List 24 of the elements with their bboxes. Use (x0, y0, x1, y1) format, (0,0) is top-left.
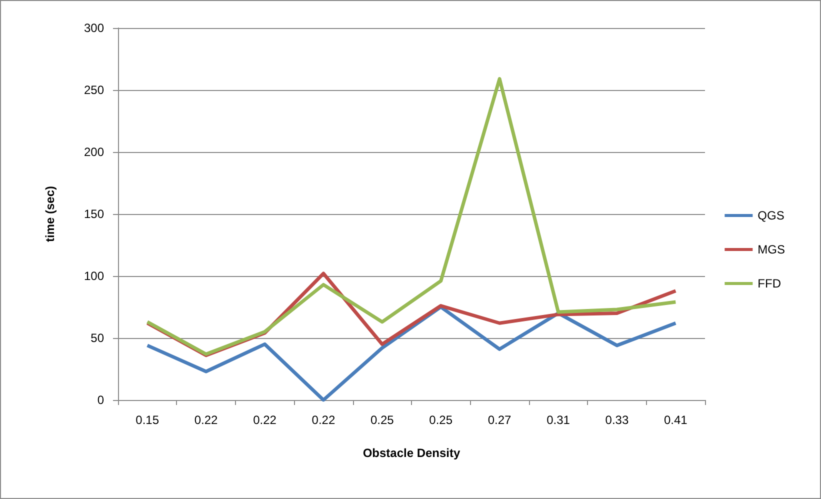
legend-label: FFD (758, 276, 782, 290)
x-tick-label: 0.15 (136, 413, 160, 427)
x-tick-label: 0.22 (312, 413, 336, 427)
x-tick-label: 0.27 (488, 413, 512, 427)
y-tick-label: 300 (84, 21, 104, 35)
x-tick-label: 0.25 (370, 413, 394, 427)
line-series (146, 77, 678, 356)
legend-label: QGS (758, 208, 784, 222)
x-tick-label: 0.22 (253, 413, 277, 427)
y-tick-label: 200 (84, 145, 104, 159)
line-series (146, 305, 678, 402)
x-tick-label: 0.25 (429, 413, 453, 427)
y-tick-label: 100 (84, 269, 104, 283)
y-axis-title: time (sec) (43, 186, 57, 242)
x-tick-label: 0.41 (664, 413, 688, 427)
x-tick-label: 0.33 (605, 413, 629, 427)
y-tick-label: 150 (84, 207, 104, 221)
x-tick-label: 0.22 (194, 413, 218, 427)
y-tick-label: 250 (84, 83, 104, 97)
y-tick-label: 50 (90, 331, 104, 345)
y-tick-label: 0 (97, 393, 104, 407)
x-tick-label: 0.31 (546, 413, 570, 427)
legend-label: MGS (758, 242, 786, 256)
x-axis-title: Obstacle Density (362, 446, 461, 460)
